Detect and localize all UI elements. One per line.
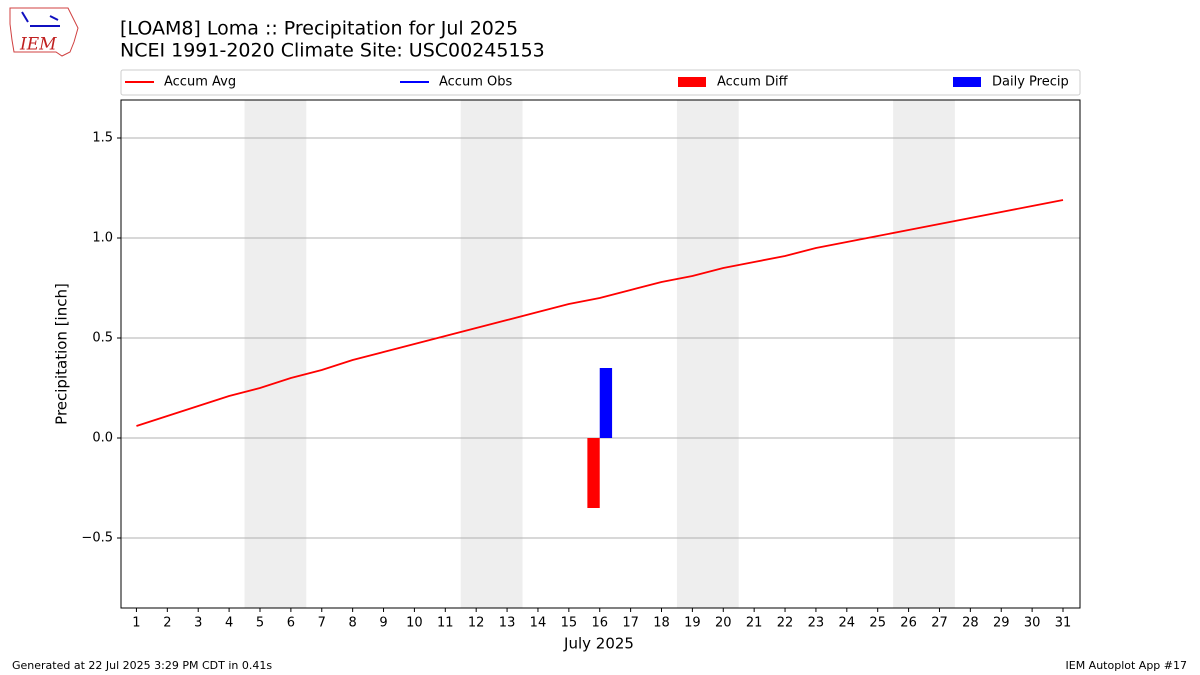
x-tick-label: 15 [561, 616, 578, 631]
x-tick-label: 6 [287, 616, 295, 631]
plot-frame [120, 99, 1081, 609]
x-tick-label: 12 [468, 616, 485, 631]
legend-label: Accum Obs [439, 75, 512, 90]
weekend-span [244, 100, 307, 608]
x-tick-label: 1 [132, 616, 140, 631]
x-axis-label: July 2025 [563, 635, 634, 653]
legend-box [120, 69, 1081, 96]
x-tick-label: 2 [163, 616, 171, 631]
x-tick-label: 13 [499, 616, 516, 631]
x-tick-label: 21 [746, 616, 763, 631]
x-tick-label: 11 [437, 616, 454, 631]
logo: IEM [9, 7, 79, 57]
x-tick-label: 8 [349, 616, 357, 631]
y-tick-label: 1.0 [92, 231, 113, 246]
logo-icon [21, 11, 60, 27]
legend-label: Accum Avg [164, 75, 236, 90]
y-tick-label: 0.0 [92, 431, 113, 446]
x-tick-label: 20 [715, 616, 732, 631]
x-tick-label: 18 [653, 616, 670, 631]
x-tick-label: 22 [777, 616, 794, 631]
x-tick-label: 10 [406, 616, 423, 631]
y-tick-label: 1.5 [92, 131, 113, 146]
x-tick-label: 30 [1024, 616, 1041, 631]
x-tick-label: 7 [318, 616, 326, 631]
x-tick-label: 19 [684, 616, 701, 631]
weekend-span [893, 100, 955, 608]
legend-swatch [953, 77, 981, 87]
x-tick-label: 17 [622, 616, 639, 631]
chart-subtitle: NCEI 1991-2020 Climate Site: USC00245153 [120, 40, 545, 62]
bar [587, 438, 600, 508]
bar [599, 368, 613, 438]
footer-left: Generated at 22 Jul 2025 3:29 PM CDT in … [12, 659, 272, 672]
x-tick-label: 24 [839, 616, 856, 631]
weekend-span [676, 100, 739, 608]
y-axis-label: Precipitation [inch] [53, 283, 71, 425]
x-tick-label: 29 [993, 616, 1010, 631]
series-line [136, 199, 1064, 427]
legend-label: Daily Precip [992, 75, 1069, 90]
legend-label: Accum Diff [717, 75, 789, 90]
x-tick-label: 5 [256, 616, 264, 631]
footer-right: IEM Autoplot App #17 [1066, 659, 1188, 672]
x-tick-label: 14 [530, 616, 547, 631]
y-tick-label: 0.5 [92, 331, 113, 346]
x-tick-label: 4 [225, 616, 233, 631]
logo-text: IEM [19, 35, 57, 55]
legend-swatch [678, 77, 706, 87]
x-tick-label: 23 [808, 616, 825, 631]
x-tick-label: 26 [900, 616, 917, 631]
x-tick-label: 16 [591, 616, 608, 631]
x-tick-label: 9 [379, 616, 387, 631]
x-tick-label: 28 [962, 616, 979, 631]
x-tick-label: 25 [869, 616, 886, 631]
x-tick-label: 3 [194, 616, 202, 631]
weekend-span [460, 100, 523, 608]
y-tick-label: −0.5 [81, 531, 113, 546]
x-tick-label: 31 [1055, 616, 1072, 631]
chart-title: [LOAM8] Loma :: Precipitation for Jul 20… [120, 18, 518, 40]
x-tick-label: 27 [931, 616, 948, 631]
